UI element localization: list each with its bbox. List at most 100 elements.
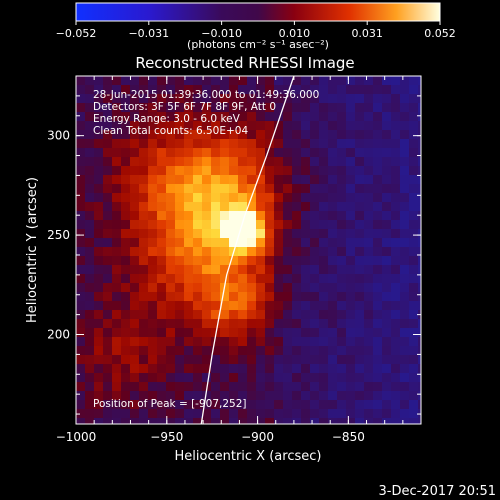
heatmap-cell [175, 112, 185, 122]
colorbar-tick-label: −0.031 [128, 27, 169, 40]
heatmap-cell [400, 229, 410, 239]
heatmap-cell [94, 382, 104, 392]
heatmap-cell [139, 94, 149, 104]
heatmap-cell [292, 301, 302, 311]
heatmap-cell [346, 76, 356, 86]
heatmap-cell [103, 148, 113, 158]
heatmap-cell [319, 121, 329, 131]
heatmap-cell [364, 328, 374, 338]
heatmap-cell [220, 364, 230, 374]
heatmap-cell [220, 130, 230, 140]
heatmap-cell [418, 418, 421, 424]
heatmap-cell [355, 139, 365, 149]
heatmap-cell [292, 418, 302, 424]
heatmap-cell [85, 166, 95, 176]
heatmap-cell [364, 238, 374, 248]
heatmap-cell [310, 355, 320, 365]
heatmap-cell [319, 355, 329, 365]
heatmap-cell [337, 373, 347, 383]
heatmap-cell [328, 76, 338, 86]
heatmap-cell [418, 220, 421, 230]
heatmap-cell [301, 76, 311, 86]
heatmap-cell [418, 76, 421, 86]
heatmap-cell [103, 292, 113, 302]
heatmap-cell [283, 139, 293, 149]
heatmap-cell [175, 175, 185, 185]
heatmap-cell [139, 229, 149, 239]
heatmap-cell [247, 373, 257, 383]
heatmap-cell [301, 418, 311, 424]
heatmap-cell [418, 121, 421, 131]
heatmap-cell [121, 76, 131, 86]
heatmap-cell [283, 103, 293, 113]
heatmap-cell [247, 175, 257, 185]
heatmap-cell [346, 409, 356, 419]
heatmap-cell [373, 256, 383, 266]
heatmap-cell [337, 85, 347, 95]
heatmap-cell [211, 148, 221, 158]
heatmap-cell [238, 211, 248, 221]
heatmap-cell [238, 202, 248, 212]
heatmap-cell [166, 400, 176, 410]
heatmap-cell [373, 238, 383, 248]
heatmap-cell [130, 265, 140, 275]
y-axis-label: Heliocentric Y (arcsec) [25, 177, 40, 323]
heatmap-cell [211, 292, 221, 302]
heatmap-cell [373, 220, 383, 230]
heatmap-cell [76, 328, 86, 338]
heatmap-cell [157, 148, 167, 158]
heatmap-cell [373, 283, 383, 293]
heatmap-cell [130, 256, 140, 266]
heatmap-cell [418, 229, 421, 239]
heatmap-cell [418, 193, 421, 203]
heatmap-cell [310, 247, 320, 257]
heatmap-cell [400, 283, 410, 293]
heatmap-cell [364, 364, 374, 374]
heatmap-cell [418, 148, 421, 158]
heatmap-cell [265, 328, 275, 338]
heatmap-cell [373, 400, 383, 410]
heatmap-cell [265, 319, 275, 329]
heatmap-cell [238, 94, 248, 104]
heatmap-cell [355, 229, 365, 239]
heatmap-cell [346, 319, 356, 329]
heatmap-cell [121, 382, 131, 392]
heatmap-cell [166, 211, 176, 221]
heatmap-cell [130, 139, 140, 149]
heatmap-cell [256, 283, 266, 293]
heatmap-cell [121, 346, 131, 356]
heatmap-cell [337, 184, 347, 194]
heatmap-cell [409, 418, 419, 424]
heatmap-cell [220, 319, 230, 329]
heatmap-cell [76, 157, 86, 167]
heatmap-cell [130, 364, 140, 374]
heatmap-cell [409, 112, 419, 122]
heatmap-cell [337, 256, 347, 266]
heatmap-cell [103, 247, 113, 257]
heatmap-cell [121, 274, 131, 284]
heatmap-cell [184, 76, 194, 86]
heatmap-cell [283, 211, 293, 221]
heatmap-cell [247, 103, 257, 113]
heatmap-cell [328, 373, 338, 383]
heatmap-cell [229, 193, 239, 203]
heatmap-cell [274, 373, 284, 383]
heatmap-cell [157, 373, 167, 383]
heatmap-cell [292, 400, 302, 410]
heatmap-cell [418, 130, 421, 140]
heatmap-cell [229, 103, 239, 113]
heatmap-cell [184, 292, 194, 302]
heatmap-cell [355, 103, 365, 113]
heatmap-cell [148, 292, 158, 302]
heatmap-cell [355, 355, 365, 365]
heatmap-cell [319, 418, 329, 424]
heatmap-cell [184, 130, 194, 140]
heatmap-cell [229, 418, 239, 424]
heatmap-cell [301, 130, 311, 140]
heatmap-cell [76, 121, 86, 131]
heatmap-cell [202, 391, 212, 401]
heatmap-cell [112, 346, 122, 356]
heatmap-cell [229, 409, 239, 419]
heatmap-cell [319, 229, 329, 239]
heatmap-cell [409, 346, 419, 356]
